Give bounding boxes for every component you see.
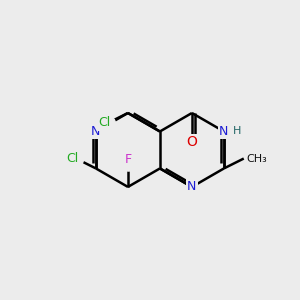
Text: Cl: Cl: [98, 116, 110, 129]
Text: H: H: [232, 127, 241, 136]
Text: N: N: [219, 125, 229, 138]
Text: N: N: [219, 125, 229, 138]
Text: F: F: [124, 153, 131, 166]
Text: Cl: Cl: [66, 152, 78, 165]
Text: CH₃: CH₃: [246, 154, 267, 164]
Text: O: O: [187, 135, 197, 149]
Text: N: N: [91, 125, 101, 138]
Text: N: N: [187, 180, 196, 194]
